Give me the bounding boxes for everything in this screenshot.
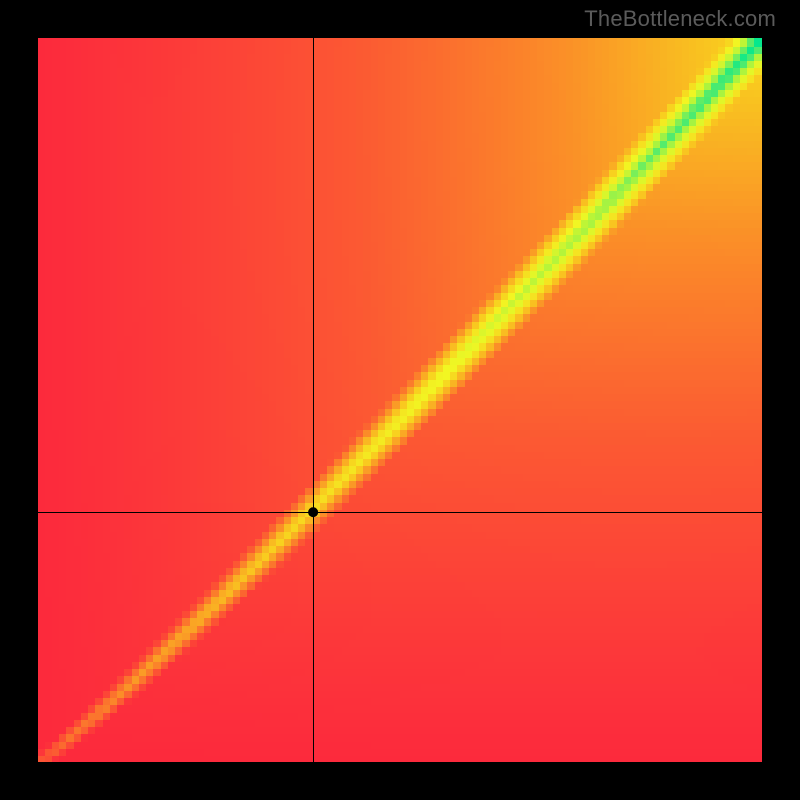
crosshair-overlay <box>38 38 762 762</box>
chart-frame: TheBottleneck.com <box>0 0 800 800</box>
attribution-text: TheBottleneck.com <box>584 6 776 32</box>
